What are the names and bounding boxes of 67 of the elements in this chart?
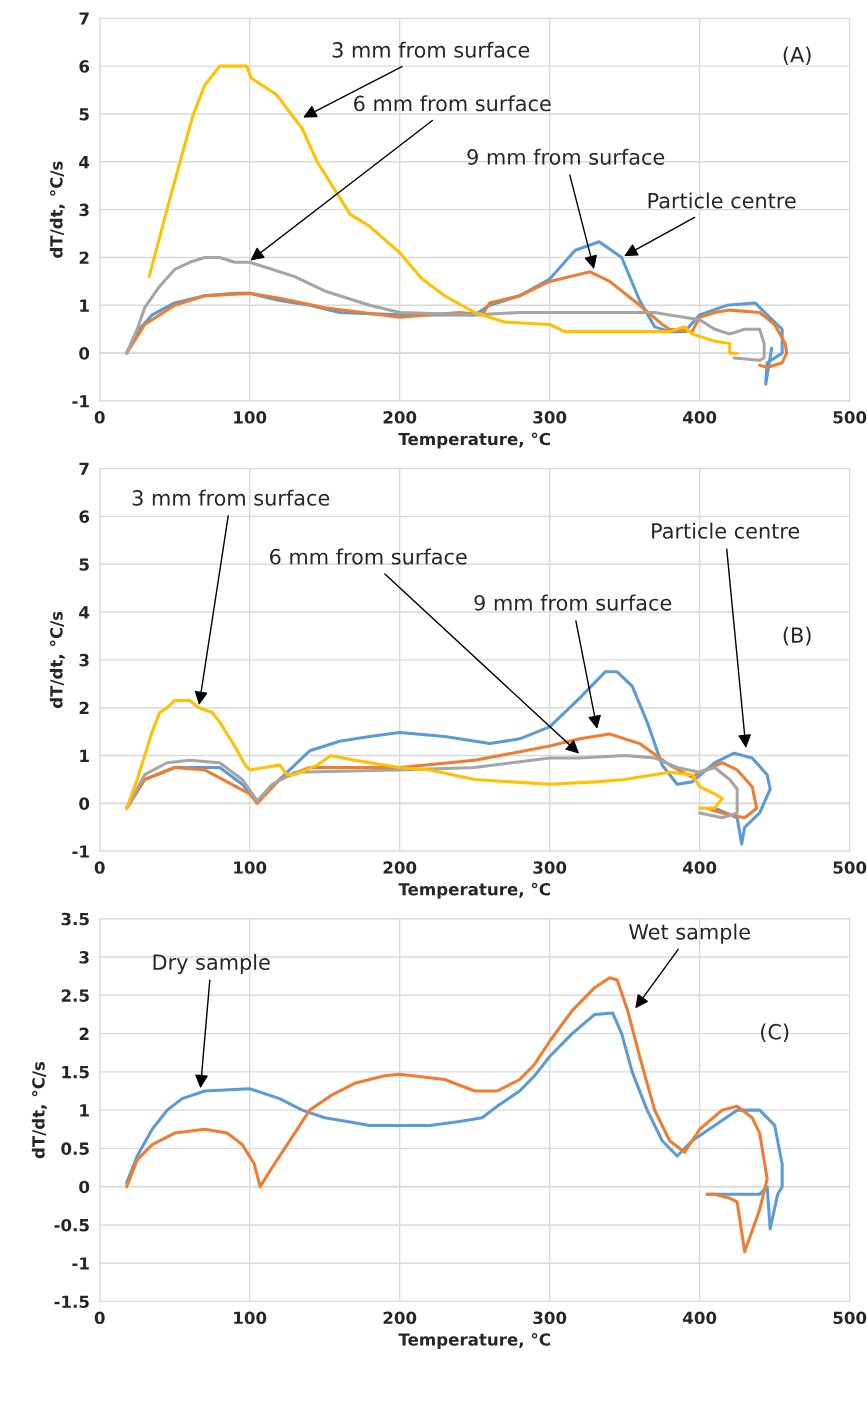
annotation: 3 mm from surface [332,41,530,58]
annotation: Wet sample [629,923,750,944]
y-tick-label: 3 [79,951,89,964]
y-tick-label: 0 [79,1180,90,1194]
x-tick-label: 0 [94,1311,105,1325]
x-axis-title: Temperature, °C [398,1333,550,1350]
y-tick-label: -0.5 [54,1218,89,1232]
line-series [125,699,724,810]
y-tick-label: 4 [79,155,90,169]
x-tick-label: 100 [234,1311,267,1325]
y-tick-label: 3.5 [61,912,89,926]
x-tick-label: 100 [234,411,267,424]
y-tick-label: 2.5 [61,989,89,1002]
x-tick-label: 200 [383,1311,417,1325]
y-tick-label: 1.5 [62,1066,89,1079]
x-tick-label: 200 [383,411,417,424]
annotation: 6 mm from surface [270,548,467,565]
y-tick-label: 0 [79,797,90,810]
y-tick-label: 5 [79,558,89,571]
annotation: Dry sample [153,953,270,975]
annotation: Particle centre [648,192,796,209]
x-tick-label: 400 [683,1311,717,1325]
y-axis-title: dT/dt, °C/s [31,1061,47,1159]
y-tick-label: 7 [79,12,89,25]
x-tick-label: 300 [533,411,567,424]
x-tick-label: 200 [383,861,417,874]
y-tick-label: 4 [79,606,90,619]
x-tick-label: 500 [833,861,867,874]
x-tick-label: 0 [94,861,105,874]
y-axis-title: dT/dt, °C/s [49,611,65,709]
x-tick-label: 400 [683,861,717,874]
x-tick-label: 500 [833,1311,867,1325]
x-tick-label: 500 [833,411,867,424]
x-tick-label: 300 [533,861,567,874]
y-tick-label: -1 [72,845,89,858]
y-axis-title: dT/dt, °C/s [49,161,65,258]
y-tick-label: 1 [80,1104,89,1117]
annotation: (C) [761,1023,789,1043]
y-tick-label: -1 [72,395,89,408]
y-tick-label: 7 [79,462,89,475]
y-tick-label: 0.5 [61,1142,89,1155]
y-tick-label: 2 [79,701,89,715]
x-axis-title: Temperature, °C [398,432,550,449]
x-tick-label: 0 [94,411,105,424]
annotation: 9 mm from surface [467,148,665,165]
y-tick-label: 3 [79,653,89,667]
x-axis-title: Temperature, °C [398,882,550,899]
y-tick-label: 0 [79,347,90,360]
x-tick-label: 100 [234,861,267,874]
annotation: (A) [783,46,811,66]
y-tick-label: 1 [80,299,89,312]
annotation: 6 mm from surface [354,95,551,112]
y-tick-label: 6 [79,510,90,523]
annotation: (B) [783,626,811,646]
y-tick-label: 1 [80,749,89,762]
y-tick-label: 3 [79,203,89,217]
x-tick-label: 400 [683,411,717,424]
y-tick-label: 2 [79,1027,89,1040]
annotation: 3 mm from surface [132,489,330,506]
annotation: Particle centre [652,522,800,539]
y-tick-label: -1 [72,1257,89,1270]
y-tick-label: 6 [79,60,90,73]
y-tick-label: 5 [79,108,89,121]
x-tick-label: 300 [533,1311,567,1325]
annotation: 9 mm from surface [474,594,672,611]
y-tick-label: 2 [79,251,89,264]
y-tick-label: -1.5 [54,1295,89,1309]
